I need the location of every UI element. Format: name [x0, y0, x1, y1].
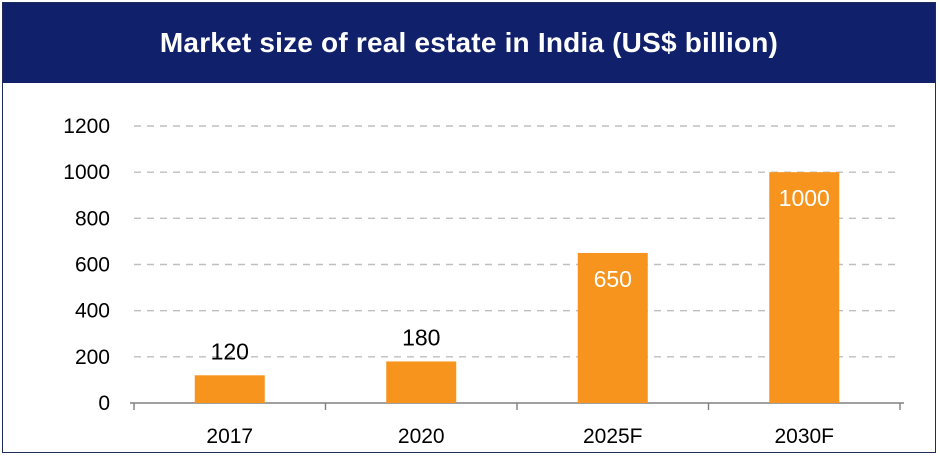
bar [577, 252, 648, 403]
bar [769, 172, 840, 403]
title-bar: Market size of real estate in India (US$… [3, 3, 935, 83]
data-label: 1000 [779, 185, 830, 211]
y-tick-label: 0 [98, 392, 110, 415]
y-tick-label: 400 [75, 300, 110, 323]
y-tick-label: 200 [75, 346, 110, 369]
bar [194, 375, 265, 403]
bar [386, 361, 457, 403]
y-tick-label: 800 [75, 207, 110, 230]
data-label: 650 [594, 266, 632, 292]
x-tick-label: 2020 [398, 425, 445, 448]
bars [194, 172, 840, 403]
y-tick-label: 600 [75, 254, 110, 277]
y-tick-label: 1000 [63, 161, 110, 184]
chart-title: Market size of real estate in India (US$… [159, 27, 779, 58]
x-tick-label: 2017 [206, 425, 253, 448]
x-tick-label: 2030F [774, 425, 834, 448]
y-tick-label: 1200 [63, 115, 110, 138]
data-label: 180 [402, 324, 440, 350]
data-label: 120 [211, 338, 249, 364]
labels: 2017 120 2020 180 2025F 650 2030F 1000 [206, 185, 834, 448]
x-tick-label: 2025F [583, 425, 643, 448]
